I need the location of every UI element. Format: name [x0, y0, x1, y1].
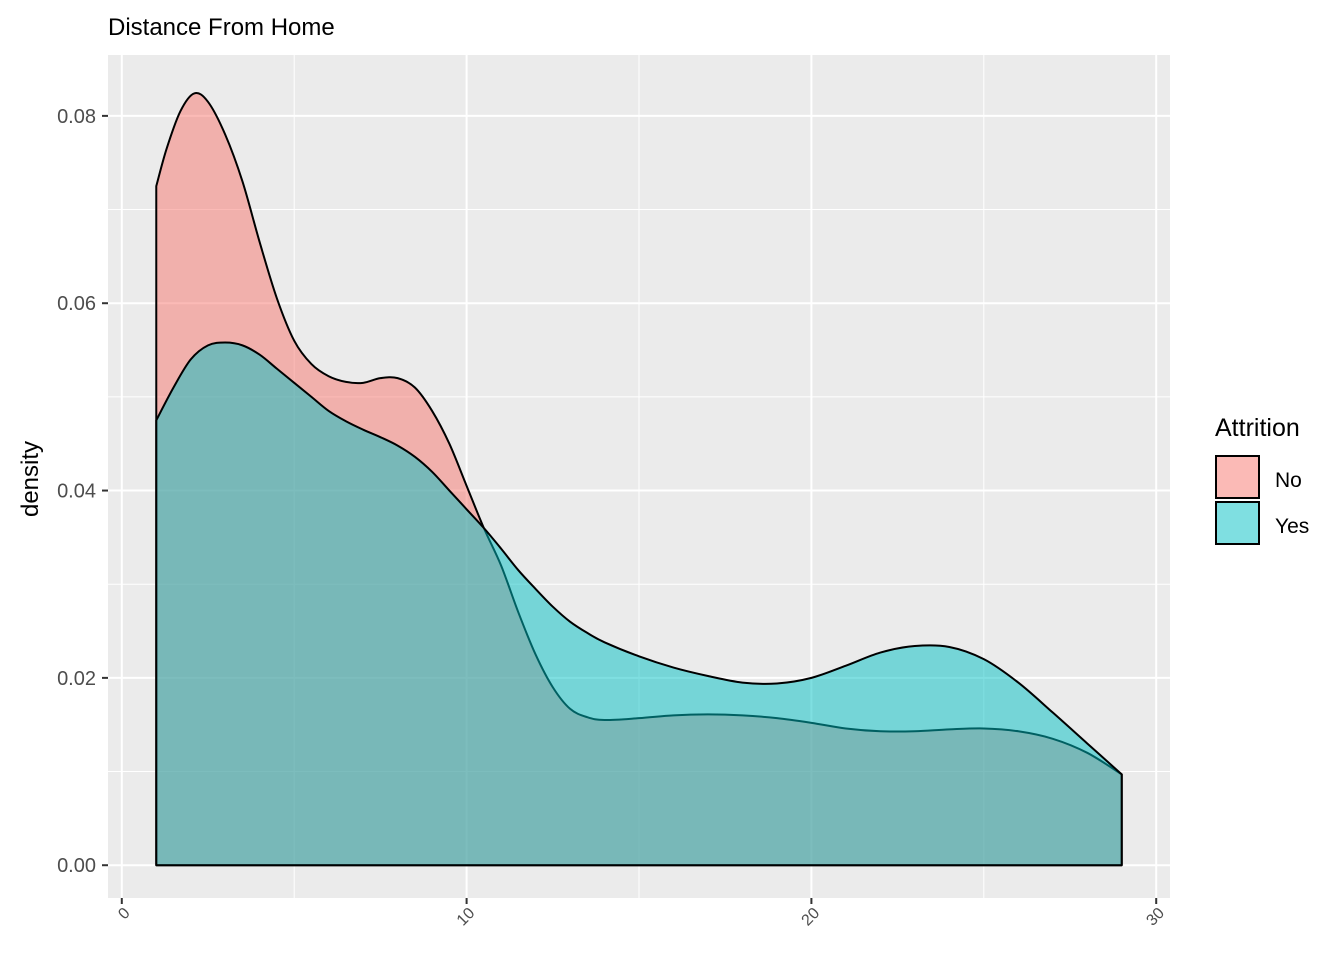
legend-label-yes: Yes	[1275, 515, 1309, 538]
legend-label-no: No	[1275, 469, 1302, 492]
y-axis-title: density	[17, 441, 44, 517]
y-axis-tick-label: 0.04	[57, 481, 96, 503]
legend: Attrition No Yes	[1215, 414, 1309, 545]
x-axis-tick-label: 0	[115, 905, 133, 923]
y-axis-tick-label: 0.08	[57, 106, 96, 128]
y-axis-tick-label: 0.00	[57, 855, 96, 877]
x-axis-tick-label: 20	[799, 905, 824, 930]
legend-key-yes	[1215, 501, 1260, 545]
y-axis-tick-label: 0.02	[57, 668, 96, 690]
x-axis-tick-label: 10	[454, 905, 479, 930]
y-axis-tick-label: 0.06	[57, 293, 96, 315]
legend-title: Attrition	[1215, 414, 1300, 442]
plot-layer	[108, 55, 1170, 898]
x-axis-tick-label: 30	[1143, 905, 1168, 930]
density-area-yes	[155, 341, 1123, 867]
legend-key-no	[1215, 455, 1260, 499]
chart-title: Distance From Home	[108, 14, 335, 41]
